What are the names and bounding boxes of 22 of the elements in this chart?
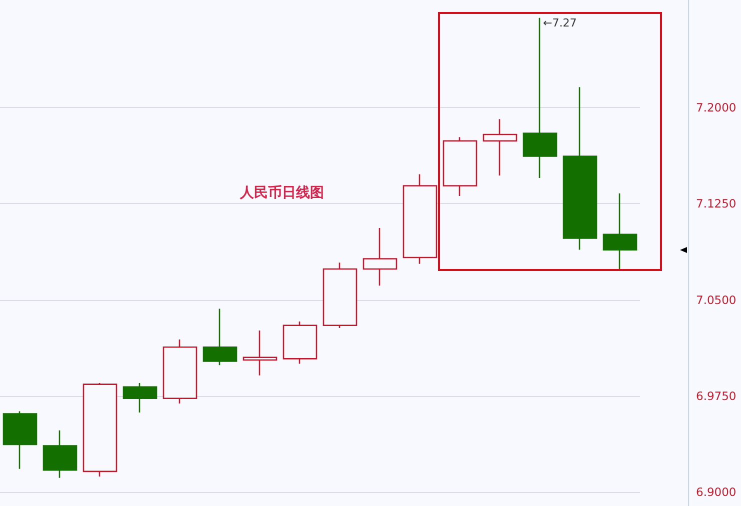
- candlestick: [122, 382, 158, 414]
- candlestick: [322, 262, 358, 329]
- y-tick-label: 6.9750: [696, 388, 736, 403]
- candlestick: [282, 320, 318, 364]
- candlestick: [402, 174, 438, 265]
- text: 人民币日线图: [239, 184, 324, 201]
- candlestick: [242, 330, 278, 376]
- y-tick-label: 7.0500: [696, 292, 736, 307]
- candlestick: [602, 192, 638, 270]
- candlestick: [442, 136, 478, 197]
- candlestick: [162, 338, 198, 404]
- y-tick-label: 6.9000: [696, 484, 736, 499]
- y-tick-label: 7.1250: [696, 196, 736, 211]
- candlestick: [2, 410, 38, 470]
- candlestick: [82, 382, 118, 478]
- candlestick: [42, 430, 78, 478]
- annotation: ←7.27: [543, 16, 577, 30]
- candlestick: [562, 86, 598, 250]
- candlestick: [362, 227, 398, 286]
- y-tick-label: 7.2000: [696, 100, 736, 115]
- candlestick: [482, 118, 518, 176]
- candlestick: [202, 308, 238, 366]
